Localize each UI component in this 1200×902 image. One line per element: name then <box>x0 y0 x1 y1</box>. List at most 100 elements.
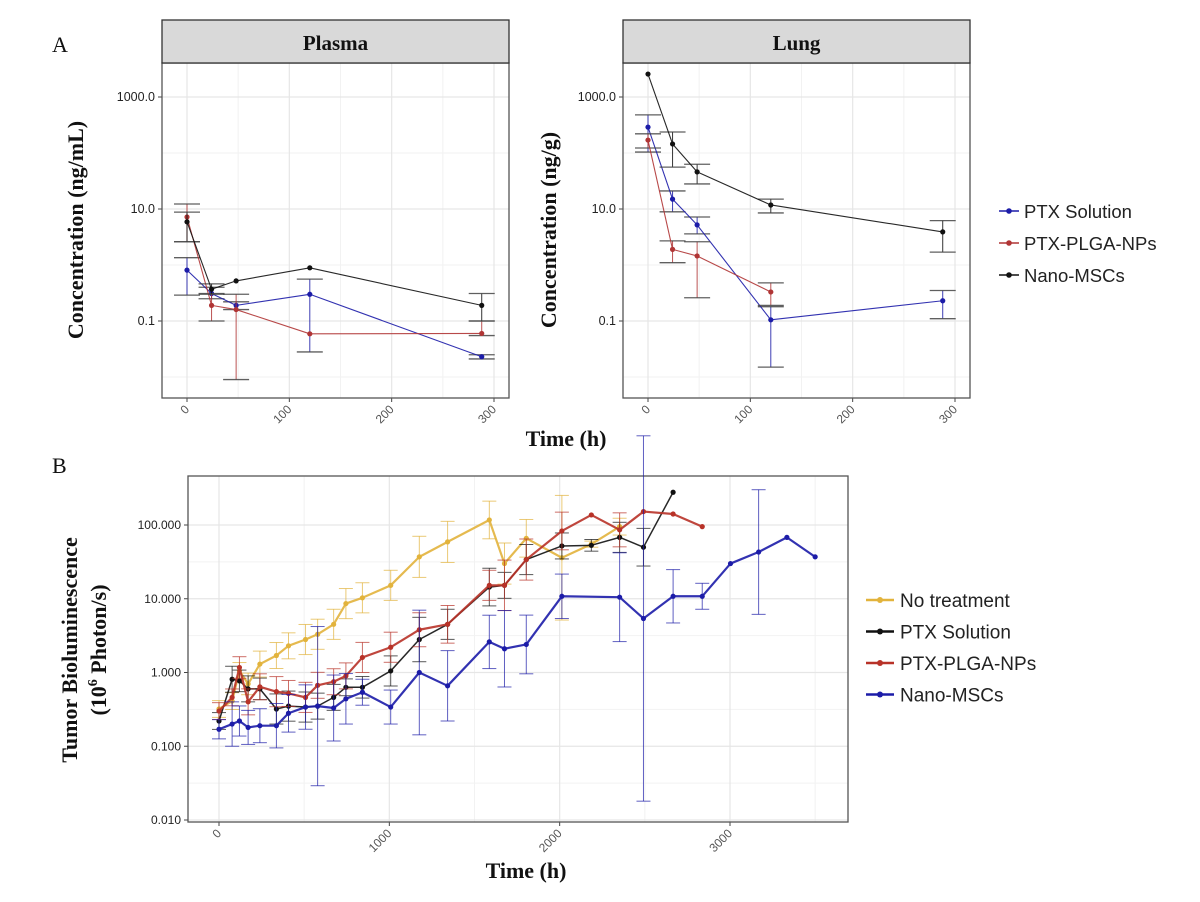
data-point <box>727 560 734 567</box>
data-point <box>416 669 422 676</box>
data-point <box>315 703 321 709</box>
series-ptx-plga-nps <box>174 203 495 381</box>
legend-item: PTX-PLGA-NPs <box>999 233 1157 254</box>
facet-title: Lung <box>773 31 821 55</box>
legend-key-dot <box>1006 240 1012 246</box>
data-point <box>257 661 263 667</box>
data-point <box>501 582 508 588</box>
data-point <box>669 246 676 252</box>
data-point <box>229 694 235 700</box>
x-axis-title-tumor: Time (h) <box>486 858 567 883</box>
data-point <box>640 615 647 622</box>
data-point <box>768 317 774 323</box>
x-tick-label: 0 <box>209 826 224 841</box>
y-tick-label: 1000.0 <box>578 90 616 104</box>
data-point <box>245 699 251 705</box>
data-point <box>184 267 190 273</box>
data-point <box>486 582 492 588</box>
legend-key-dot <box>877 660 883 666</box>
legend-key-dot <box>877 597 883 603</box>
data-point <box>388 704 394 710</box>
x-tick-label: 300 <box>475 402 499 426</box>
legend-item: PTX Solution <box>866 623 1011 644</box>
series-ptx-solution <box>174 257 495 360</box>
legend-key-dot <box>1006 272 1012 278</box>
y-tick-label: 100.000 <box>138 518 182 532</box>
chart-panel-plasma: 1000.0 10.0 0.1 0 100 200 300 Plasma <box>117 19 510 426</box>
data-point <box>694 169 700 175</box>
data-point <box>523 535 529 541</box>
data-point <box>940 298 946 304</box>
legend-label: PTX Solution <box>900 623 1011 644</box>
unit-prefix: (10 <box>86 686 111 715</box>
x-tick-label: 300 <box>936 402 960 426</box>
data-point <box>645 137 651 143</box>
data-point <box>273 689 280 695</box>
x-tick-label: 200 <box>373 402 397 426</box>
data-point <box>302 704 309 710</box>
x-tick-label: 0 <box>177 402 192 417</box>
data-point <box>388 644 394 650</box>
y-tick-label: 10.000 <box>144 592 181 606</box>
unit-exponent: 6 <box>86 679 101 686</box>
data-point <box>699 524 705 530</box>
plot-background <box>162 63 509 398</box>
data-point <box>479 302 485 308</box>
y-axis-title-lung: Concentration (ng/g) <box>536 132 561 328</box>
data-point <box>768 202 774 208</box>
series-line <box>647 139 772 293</box>
y-tick-label: 0.100 <box>151 739 181 753</box>
y-tick-label: 1.000 <box>151 666 181 680</box>
series-nano-mscs <box>174 211 495 322</box>
data-point <box>444 621 451 627</box>
data-point <box>236 718 243 724</box>
y-tick-label: 10.0 <box>592 202 616 216</box>
data-point <box>501 646 508 652</box>
x-tick-label: 0 <box>638 402 653 417</box>
data-point <box>359 654 366 661</box>
panel-label-a: A <box>52 32 68 57</box>
data-point <box>245 724 251 731</box>
legend-label: PTX-PLGA-NPs <box>900 654 1036 675</box>
data-point <box>216 708 222 714</box>
data-point <box>645 124 651 130</box>
data-point <box>669 141 676 147</box>
x-tick-label: 2000 <box>536 826 565 855</box>
data-point <box>343 600 349 607</box>
unit-suffix: Photon/s) <box>86 584 111 679</box>
data-point <box>694 222 700 228</box>
legend-item: PTX-PLGA-NPs <box>866 654 1036 675</box>
data-point <box>479 354 485 360</box>
plot-background <box>188 476 848 822</box>
y-tick-label: 0.1 <box>599 314 616 328</box>
data-point <box>588 512 594 518</box>
data-point <box>699 593 705 599</box>
legend-label: Nano-MSCs <box>1024 265 1125 286</box>
x-tick-label: 100 <box>731 402 755 426</box>
data-point <box>331 621 337 627</box>
series-line <box>218 510 703 712</box>
y-axis-title-tumor-line2: (106 Photon/s) <box>86 584 111 715</box>
facet-strip <box>622 19 971 64</box>
data-point <box>559 593 565 599</box>
data-point <box>359 595 366 601</box>
y-axis-title-plasma: Concentration (ng/mL) <box>63 121 88 339</box>
legend-item: PTX Solution <box>999 201 1132 222</box>
data-point <box>236 678 243 684</box>
data-point <box>444 539 451 545</box>
series-nano-mscs <box>212 435 818 802</box>
data-point <box>343 696 349 702</box>
data-point <box>302 636 309 643</box>
x-tick-label: 100 <box>270 402 294 426</box>
legend-key-dot <box>877 628 883 635</box>
data-point <box>784 534 790 540</box>
data-point <box>273 723 280 729</box>
data-point <box>940 229 946 235</box>
data-point <box>479 330 485 337</box>
data-point <box>486 517 492 523</box>
data-point <box>523 556 529 563</box>
data-point <box>257 684 263 690</box>
legend-label: No treatment <box>900 591 1011 612</box>
data-point <box>307 291 313 297</box>
data-point <box>588 542 594 548</box>
